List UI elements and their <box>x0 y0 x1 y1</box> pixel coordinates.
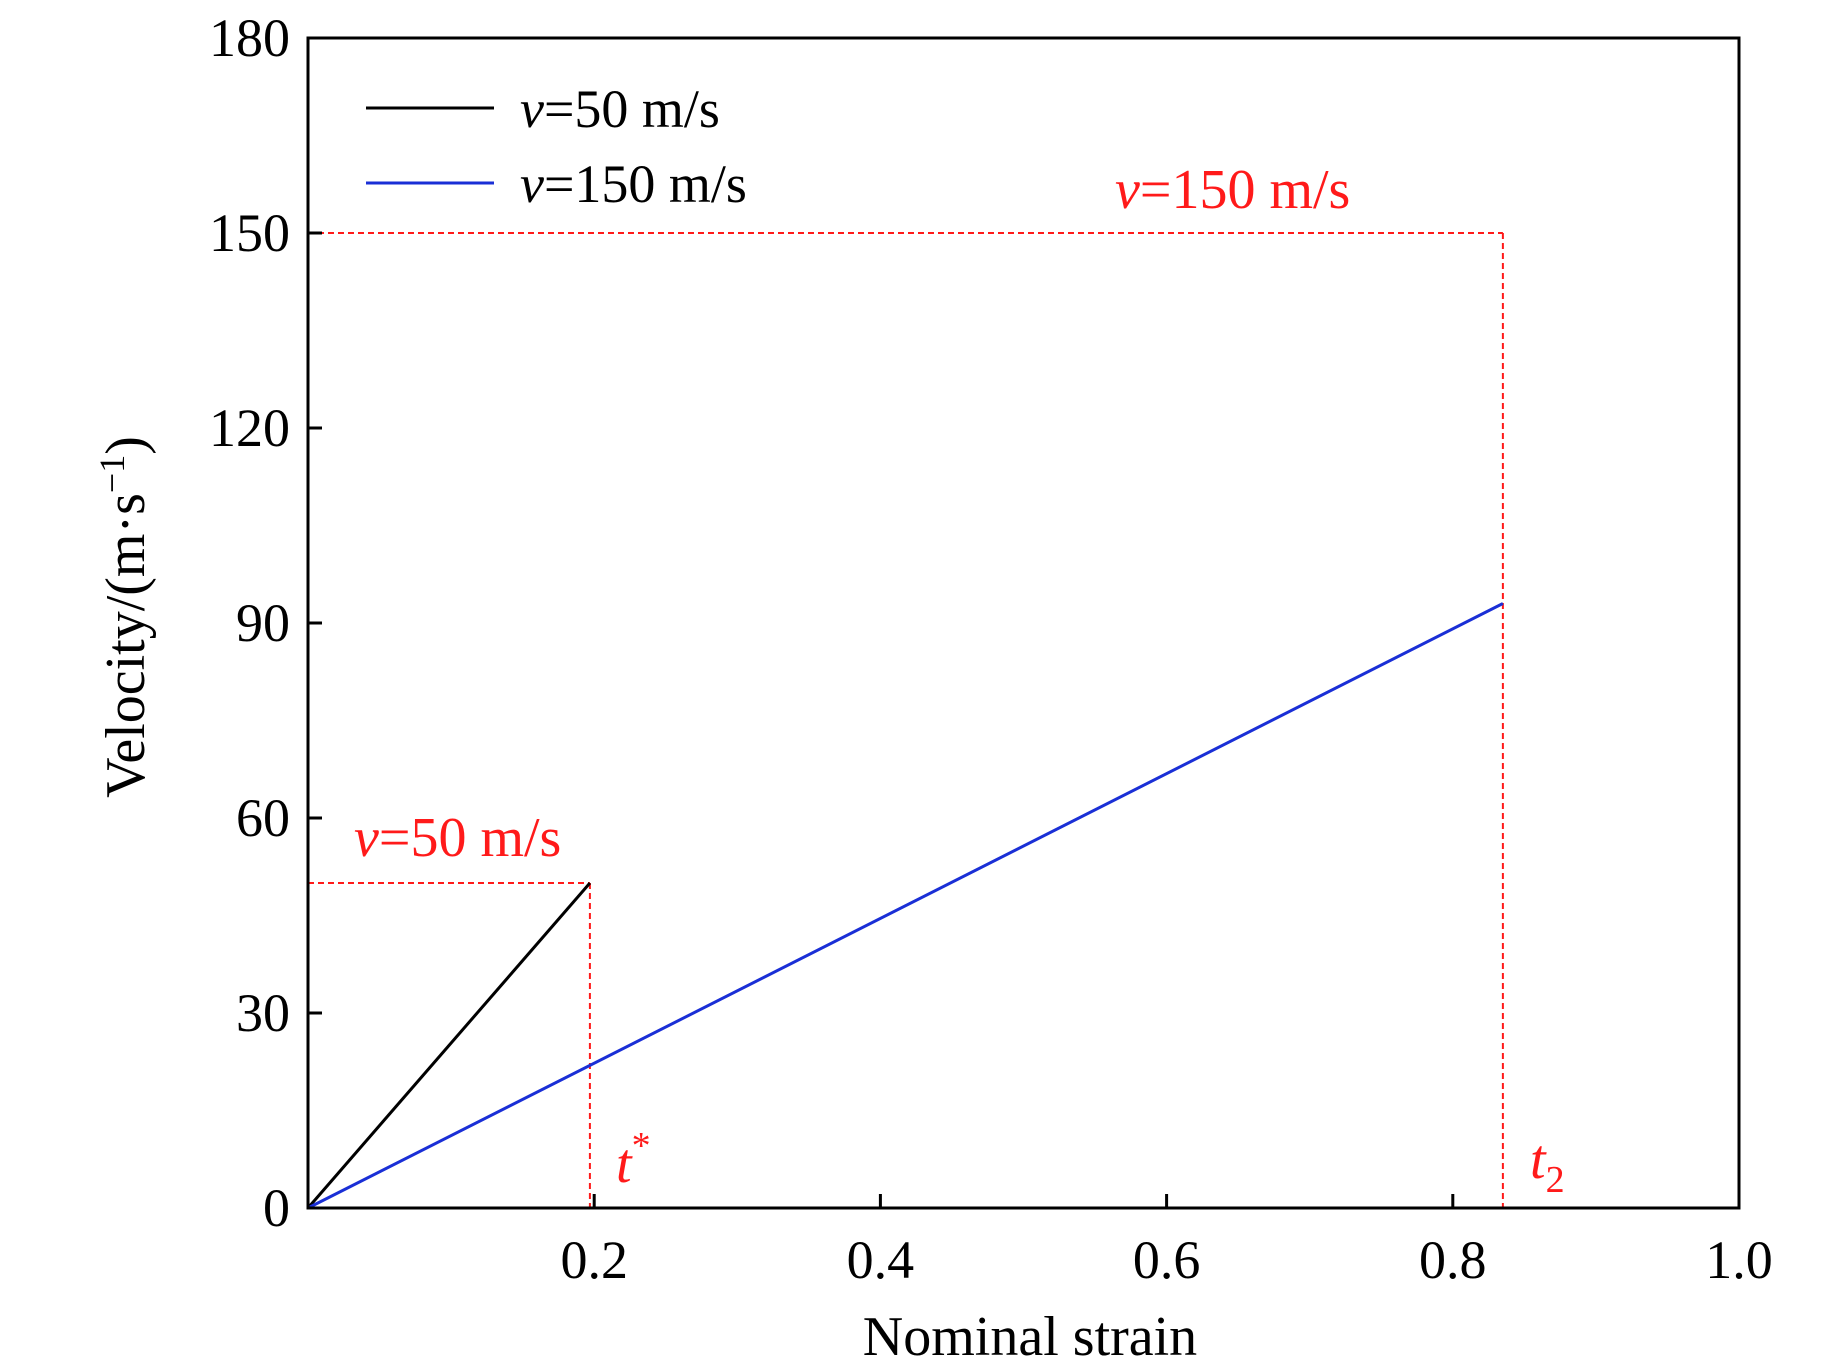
y-axis-title-sup: −1 <box>92 455 132 493</box>
annotation-v150-rest: =150 m/s <box>1140 159 1351 221</box>
legend-label-v150: v=150 m/s <box>520 154 747 214</box>
axis-tick-labels: 0.2 0.4 0.6 0.8 1.0 0 30 60 90 120 150 180 <box>209 8 1773 1290</box>
legend-label-v150-italic: v <box>520 154 544 214</box>
annotation-v150-label: v=150 m/s <box>1115 159 1350 221</box>
legend-label-v50-italic: v <box>520 79 544 139</box>
reference-lines <box>308 232 1504 1208</box>
legend-label-v50: v=50 m/s <box>520 79 720 139</box>
y-tick-label: 30 <box>236 983 290 1043</box>
series-line-0 <box>306 882 592 1209</box>
x-tick-label: 0.6 <box>1133 1230 1201 1290</box>
y-tick-label: 60 <box>236 788 290 848</box>
axis-ticks <box>308 36 1741 1210</box>
y-tick-label: 150 <box>209 203 290 263</box>
annotations: v=150 m/s v=50 m/s t* t2 <box>354 159 1565 1201</box>
annotation-t-star-sup: * <box>632 1125 651 1167</box>
x-tick-label: 0.2 <box>560 1230 628 1290</box>
legend: v=50 m/s v=150 m/s <box>366 79 747 214</box>
y-tick-label: 90 <box>236 593 290 653</box>
y-tick-label: 0 <box>263 1178 290 1238</box>
x-axis-title: Nominal strain <box>863 1306 1197 1368</box>
series-line-1 <box>307 602 1504 1210</box>
x-tick-label: 1.0 <box>1705 1230 1773 1290</box>
annotation-v50-italic: v <box>354 807 379 869</box>
annotation-v150-italic: v <box>1115 159 1140 221</box>
series-layer <box>306 602 1504 1210</box>
annotation-t-star: t* <box>616 1125 651 1195</box>
y-axis-title: Velocity/(m·s−1) <box>92 436 157 798</box>
annotation-t2-sub: 2 <box>1546 1159 1565 1201</box>
annotation-v50-label: v=50 m/s <box>354 807 561 869</box>
annotation-v50-rest: =50 m/s <box>379 807 562 869</box>
legend-label-v150-rest: =150 m/s <box>544 154 747 214</box>
y-axis-title-main: Velocity/(m·s <box>95 493 157 798</box>
x-tick-label: 0.8 <box>1419 1230 1487 1290</box>
annotation-t-star-main: t <box>616 1133 633 1195</box>
y-tick-label: 180 <box>209 8 290 68</box>
annotation-t2: t2 <box>1530 1129 1565 1201</box>
y-tick-label: 120 <box>209 398 290 458</box>
y-axis-title-close: ) <box>95 436 157 455</box>
legend-label-v50-rest: =50 m/s <box>544 79 720 139</box>
annotation-t2-main: t <box>1530 1129 1547 1191</box>
x-tick-label: 0.4 <box>847 1230 915 1290</box>
